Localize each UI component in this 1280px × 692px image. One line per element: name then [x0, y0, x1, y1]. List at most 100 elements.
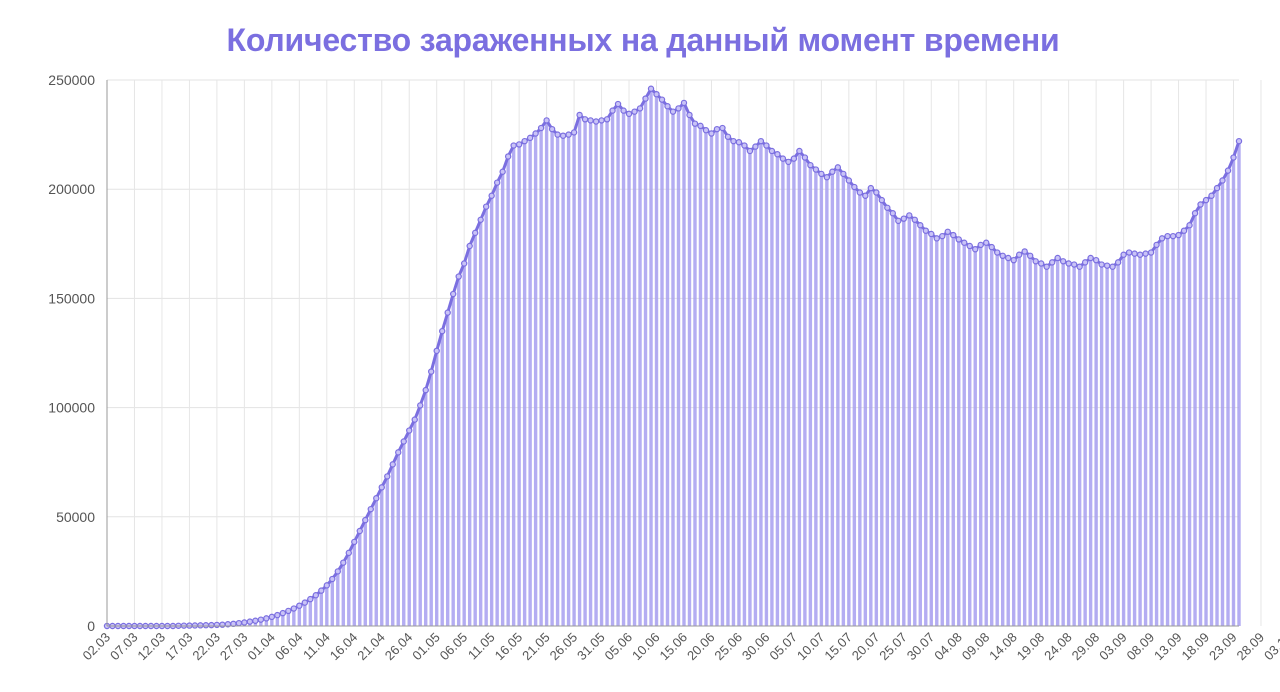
- y-tick-label: 200000: [48, 181, 95, 197]
- data-point: [1136, 251, 1144, 258]
- data-point: [1120, 251, 1127, 258]
- bar: [429, 371, 433, 626]
- y-tick-label: 100000: [48, 400, 95, 416]
- x-tick-label: 15.06: [656, 630, 690, 664]
- bar: [495, 182, 499, 626]
- data-point: [719, 124, 726, 132]
- bar: [533, 133, 538, 626]
- data-point: [636, 105, 644, 112]
- bar: [951, 235, 955, 626]
- bar: [924, 230, 928, 627]
- data-point: [460, 260, 468, 267]
- data-point: [939, 232, 946, 240]
- data-point: [362, 516, 369, 524]
- data-point: [378, 484, 385, 491]
- data-point: [526, 134, 534, 142]
- x-tick-label: 22.03: [189, 630, 223, 664]
- bar: [797, 150, 802, 627]
- data-point: [851, 183, 858, 191]
- data-point: [1153, 241, 1160, 249]
- bar: [858, 192, 862, 626]
- bar: [891, 213, 895, 626]
- x-tick-label: 18.09: [1179, 630, 1213, 664]
- bar: [913, 219, 917, 626]
- data-point: [329, 575, 336, 583]
- bar: [413, 419, 417, 626]
- data-point: [1186, 222, 1193, 229]
- data-point: [296, 602, 303, 609]
- x-tick-label: 21.05: [519, 630, 553, 664]
- data-point: [812, 166, 820, 173]
- bar: [847, 180, 851, 627]
- bar: [654, 94, 659, 627]
- bar: [1220, 180, 1225, 627]
- bar: [649, 88, 653, 626]
- bar: [484, 206, 488, 626]
- data-point: [1065, 260, 1072, 267]
- bar: [781, 158, 785, 626]
- data-point: [455, 273, 462, 280]
- bar: [561, 135, 565, 626]
- data-point: [367, 505, 374, 513]
- data-point: [735, 139, 743, 146]
- x-tick-label: 03.10: [1261, 630, 1280, 664]
- data-point: [1026, 252, 1034, 260]
- y-tick-label: 150000: [48, 290, 95, 306]
- bar: [880, 200, 884, 626]
- data-point: [428, 368, 435, 375]
- bar: [660, 99, 664, 626]
- data-point: [444, 309, 451, 316]
- bar: [1105, 265, 1109, 626]
- bar: [1055, 257, 1060, 626]
- data-point: [950, 231, 957, 239]
- bar: [731, 141, 736, 627]
- bar: [742, 145, 747, 626]
- data-point: [867, 184, 875, 192]
- bar: [1077, 266, 1082, 626]
- bar: [451, 294, 455, 626]
- bar: [1182, 230, 1186, 627]
- x-tick-label: 08.09: [1124, 630, 1158, 664]
- bar: [544, 120, 549, 627]
- data-point: [983, 239, 990, 246]
- bar: [1039, 263, 1043, 626]
- bar: [435, 350, 439, 626]
- bar: [1066, 263, 1071, 626]
- data-point: [554, 131, 561, 138]
- bar: [665, 106, 670, 626]
- data-point: [191, 622, 199, 629]
- bar: [572, 132, 576, 626]
- bar: [1072, 264, 1076, 626]
- x-tick-label: 10.07: [794, 630, 828, 664]
- data-point: [1081, 259, 1089, 266]
- data-point: [906, 212, 913, 219]
- data-point: [565, 131, 572, 138]
- data-point: [241, 619, 248, 626]
- data-point: [389, 461, 396, 468]
- data-point: [911, 216, 918, 223]
- data-point: [933, 235, 940, 242]
- x-tick-label: 26.04: [382, 630, 416, 664]
- data-point: [290, 605, 298, 612]
- chart-axes: [106, 80, 1239, 627]
- data-point: [697, 122, 704, 130]
- data-point: [592, 118, 600, 125]
- data-point: [686, 111, 693, 119]
- bar: [1160, 238, 1164, 626]
- bar: [621, 110, 626, 627]
- x-tick-label: 16.04: [327, 630, 361, 664]
- x-tick-label: 25.07: [876, 630, 910, 664]
- data-point: [669, 108, 677, 115]
- bar: [456, 276, 461, 626]
- bar: [775, 154, 780, 627]
- data-point: [301, 599, 309, 606]
- bar: [522, 141, 527, 627]
- bar: [478, 219, 483, 626]
- bar: [764, 145, 769, 626]
- data-point: [246, 618, 254, 625]
- bar: [935, 238, 939, 626]
- data-point: [1235, 137, 1243, 145]
- bar: [1237, 141, 1241, 627]
- bar: [500, 171, 505, 626]
- x-tick-label: 12.03: [134, 630, 168, 664]
